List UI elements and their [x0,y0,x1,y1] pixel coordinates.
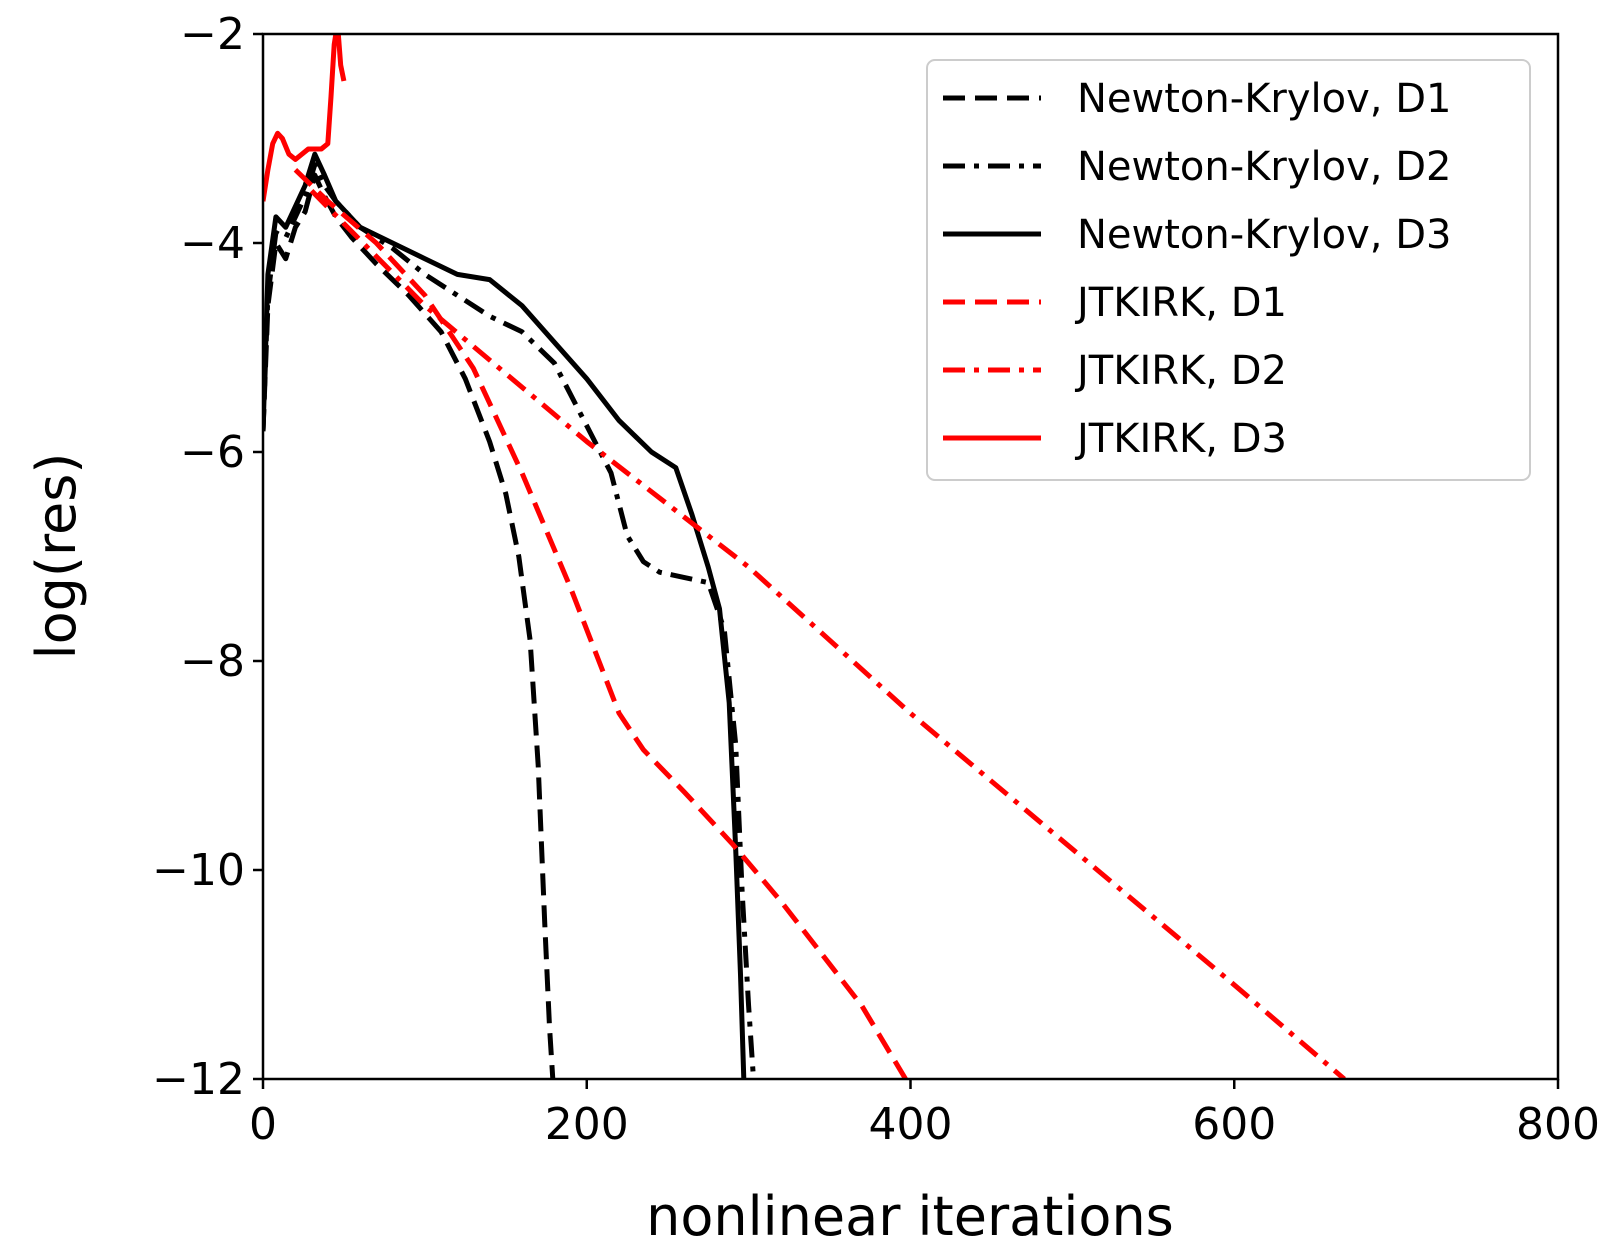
y-tick-label: −12 [152,1054,245,1105]
y-tick-label: −2 [180,9,245,60]
series-line-newton-krylov-d1 [263,172,556,1079]
legend-item-newton-krylov-d1: Newton-Krylov, D1 [943,76,1451,122]
legend-label: JTKIRK, D2 [1074,348,1287,394]
legend-label: Newton-Krylov, D1 [1077,76,1451,122]
series-line-jtkirk-d2 [309,189,1346,1079]
y-tick-label: −6 [180,427,245,478]
series-line-jtkirk-d3 [263,34,347,202]
x-tick-label: 800 [1516,1099,1600,1150]
legend-label: JTKIRK, D3 [1074,416,1287,462]
legend-label: Newton-Krylov, D3 [1077,212,1451,258]
series-line-newton-krylov-d2 [263,162,756,1079]
series-line-newton-krylov-d3 [263,151,747,1079]
x-tick-label: 0 [249,1099,277,1150]
legend-item-newton-krylov-d3: Newton-Krylov, D3 [943,212,1451,258]
legend-box [926,59,1531,481]
legend-label: Newton-Krylov, D2 [1077,144,1451,190]
axis-ticks: 0 200 400 600 800 −2 −4 −6 −8 −10 −12 [152,9,1600,1150]
series-line-jtkirk-d1 [293,168,908,1079]
x-axis-title: nonlinear iterations [646,1185,1174,1248]
x-tick-label: 600 [1192,1099,1276,1150]
series-layer [263,34,1346,1079]
legend-item-jtkirk-d2: JTKIRK, D2 [943,348,1287,394]
legend-item-newton-krylov-d2: Newton-Krylov, D2 [943,144,1451,190]
y-tick-label: −10 [152,845,245,896]
legend: Newton-Krylov, D1 Newton-Krylov, D2 Newton… [926,59,1531,481]
x-tick-label: 200 [545,1099,629,1150]
legend-label: JTKIRK, D1 [1074,280,1287,326]
legend-item-jtkirk-d3: JTKIRK, D3 [943,416,1287,462]
y-axis-title: log(res) [25,453,88,660]
y-tick-label: −8 [180,636,245,687]
x-tick-label: 400 [869,1099,953,1150]
legend-item-jtkirk-d1: JTKIRK, D1 [943,280,1287,326]
y-tick-label: −4 [180,218,245,269]
